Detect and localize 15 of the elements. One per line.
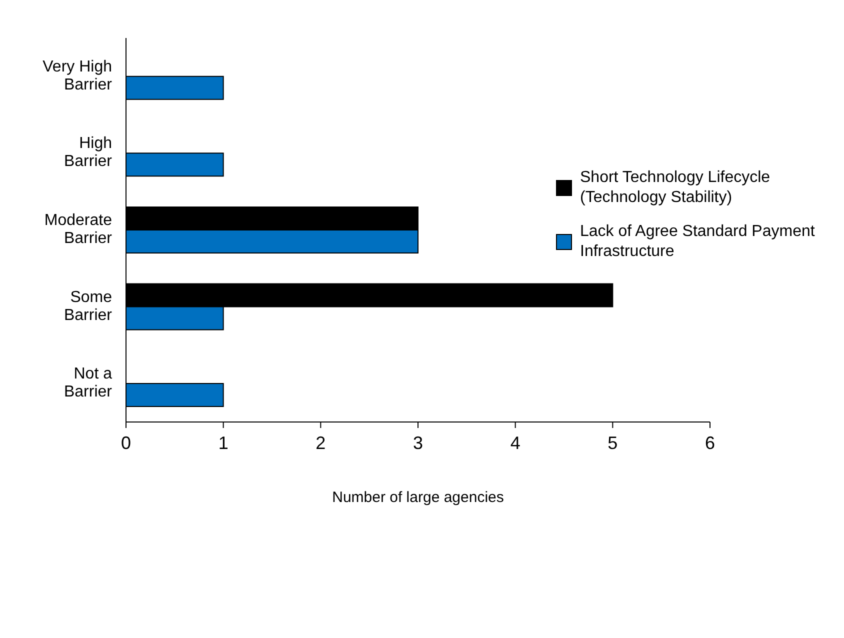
x-tick-label: 0 xyxy=(120,432,132,453)
x-tick-label: 2 xyxy=(316,432,326,453)
y-tick-label: High Barrier xyxy=(64,135,113,170)
legend-label: Lack of Agree Standard Payment Infrastructure xyxy=(580,222,816,262)
y-tick-label: Moderate Barrier xyxy=(44,212,113,248)
x-axis-title: Number of large agencies xyxy=(332,489,504,506)
x-tick-label: 3 xyxy=(412,432,424,453)
x-tick-label: 1 xyxy=(218,432,228,453)
y-tick-label: Some Barrier xyxy=(64,289,113,324)
x-tick-label: 5 xyxy=(608,432,618,453)
y-tick-label: Not a Barrier xyxy=(64,366,113,401)
y-tick-label: Very High Barrier xyxy=(42,58,113,94)
legend-label: Short Technology Lifecycle (Technology Stability) xyxy=(580,168,772,208)
x-tick-label: 6 xyxy=(704,432,716,453)
x-tick-label: 4 xyxy=(510,432,520,453)
